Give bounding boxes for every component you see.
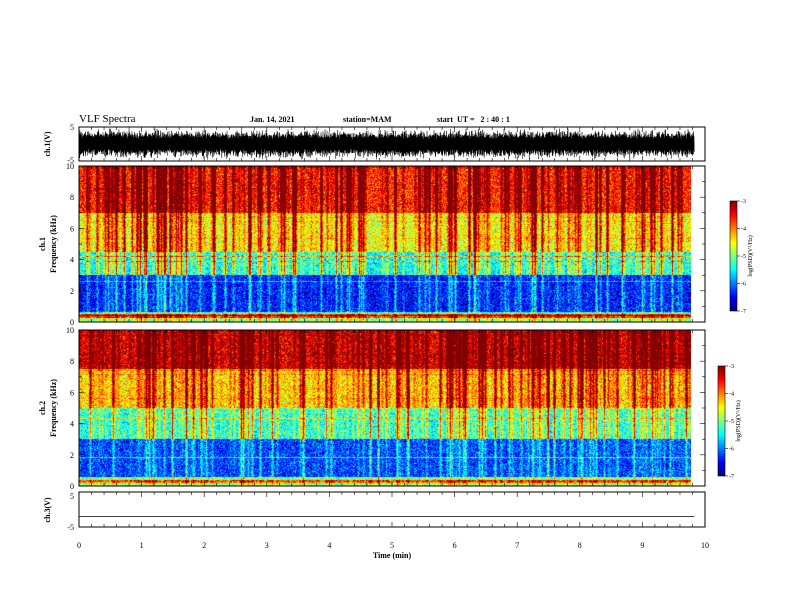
time-tick-label: 2 — [202, 541, 206, 550]
ch3-waveform-ticks — [78, 492, 706, 527]
ch1-colorbar-label: log(PSD)(V²/Hz) — [747, 235, 754, 276]
ch1-colorbar-ticks: -3 -4 -5 -6 -7 — [737, 199, 746, 315]
time-tick-label: 7 — [515, 541, 519, 550]
ch1-frequency-tick-labels: 0 2 4 6 8 10 — [66, 162, 705, 327]
colorbar-tick-label: -6 — [729, 447, 734, 453]
ch1-spectrogram-ylabel-channel: ch.1 — [38, 237, 47, 251]
frequency-tick-label: 10 — [66, 162, 74, 171]
ch2-spectrogram-ylabel-frequency: Frequency (kHz) — [49, 379, 58, 437]
frequency-tick-label: 6 — [70, 224, 74, 233]
ch1-spectrogram-plot-area — [79, 166, 691, 322]
time-tick-label: 5 — [390, 541, 394, 550]
frequency-tick-label: 6 — [70, 388, 74, 397]
time-tick-label: 6 — [453, 541, 457, 550]
frequency-tick-label: 0 — [70, 482, 74, 491]
frequency-tick-label: 2 — [70, 451, 74, 460]
colorbar-tick-label: -5 — [729, 419, 734, 425]
ch3-ytick-bottom: -5 — [67, 523, 74, 532]
ch1-waveform-panel: 5 -5 ch.1(V) — [43, 123, 706, 165]
ch3-waveform-panel: 5 -5 ch.3(V) — [43, 491, 706, 532]
ch1-waveform-ticks — [78, 127, 706, 161]
ch1-colorbar-gradient — [730, 201, 737, 311]
ch2-spectrogram-panel: 0 2 4 6 8 10 ch.2 Frequency (kHz) -3 -4 -5 -6 -7 … — [38, 326, 742, 491]
frequency-tick-label: 8 — [70, 357, 74, 366]
ch1-ytick-top: 5 — [70, 123, 74, 132]
header-start-time: start UT = 2 : 40 : 1 — [437, 115, 510, 124]
ch2-colorbar-gradient — [718, 366, 725, 476]
frequency-tick-label: 4 — [70, 420, 74, 429]
time-tick-label: 3 — [265, 541, 269, 550]
ch1-spectrogram-heatmap — [79, 166, 691, 322]
colorbar-tick-label: -6 — [741, 282, 746, 288]
ch1-colorbar: -3 -4 -5 -6 -7 log(PSD)(V²/Hz) — [729, 199, 754, 315]
ch2-spectrogram-plot-area — [79, 330, 691, 486]
time-axis-label: Time (min) — [373, 551, 412, 560]
colorbar-tick-label: -3 — [729, 364, 734, 370]
frequency-tick-label: 8 — [70, 193, 74, 202]
frequency-tick-label: 0 — [70, 318, 74, 327]
header-station: station=MAM — [343, 115, 392, 124]
ch1-spectrogram-ticks — [78, 166, 706, 322]
time-axis-tick-labels: 0 1 2 3 4 5 6 7 8 9 10 — [77, 541, 709, 550]
ch2-colorbar-label: log(PSD)(V²/Hz) — [735, 400, 742, 441]
ch3-ytick-top: 5 — [70, 492, 74, 501]
ch3-waveform-ylabel: ch.3(V) — [43, 497, 52, 522]
ch1-spectrogram-ylabel-frequency: Frequency (kHz) — [49, 215, 58, 273]
colorbar-tick-label: -4 — [729, 392, 734, 398]
colorbar-tick-label: -7 — [741, 309, 746, 315]
ch1-spectrogram-panel: 0 2 4 6 8 10 ch.1 Frequency (kHz) -3 -4 -5 -6 -7 … — [38, 162, 754, 327]
colorbar-tick-label: -7 — [729, 474, 734, 480]
time-tick-label: 9 — [640, 541, 644, 550]
ch3-waveform-frame — [78, 491, 706, 528]
ch2-frequency-tick-labels: 0 2 4 6 8 10 — [66, 326, 705, 491]
ch2-spectrogram-ylabel-channel: ch.2 — [38, 401, 47, 415]
frequency-tick-label: 2 — [70, 287, 74, 296]
time-tick-label: 8 — [578, 541, 582, 550]
colorbar-tick-label: -3 — [741, 199, 746, 205]
ch1-ytick-bottom: -5 — [67, 156, 74, 165]
time-tick-label: 4 — [327, 541, 331, 550]
frequency-tick-label: 10 — [66, 326, 74, 335]
time-tick-label: 1 — [140, 541, 144, 550]
time-tick-label: 10 — [701, 541, 709, 550]
ch2-colorbar: -3 -4 -5 -6 -7 log(PSD)(V²/Hz) — [717, 364, 742, 480]
ch1-waveform-trace — [78, 128, 695, 160]
ch2-colorbar-ticks: -3 -4 -5 -6 -7 — [725, 364, 734, 480]
frequency-tick-label: 4 — [70, 256, 74, 265]
ch2-spectrogram-heatmap — [79, 330, 691, 486]
header-date: Jan. 14, 2021 — [250, 115, 294, 124]
colorbar-tick-label: -5 — [741, 254, 746, 260]
ch2-spectrogram-ticks — [78, 330, 706, 486]
ch1-waveform-ylabel: ch.1(V) — [43, 131, 52, 156]
colorbar-tick-label: -4 — [741, 227, 746, 233]
figure-title: VLF Spectra — [79, 113, 136, 125]
time-tick-label: 0 — [77, 541, 81, 550]
